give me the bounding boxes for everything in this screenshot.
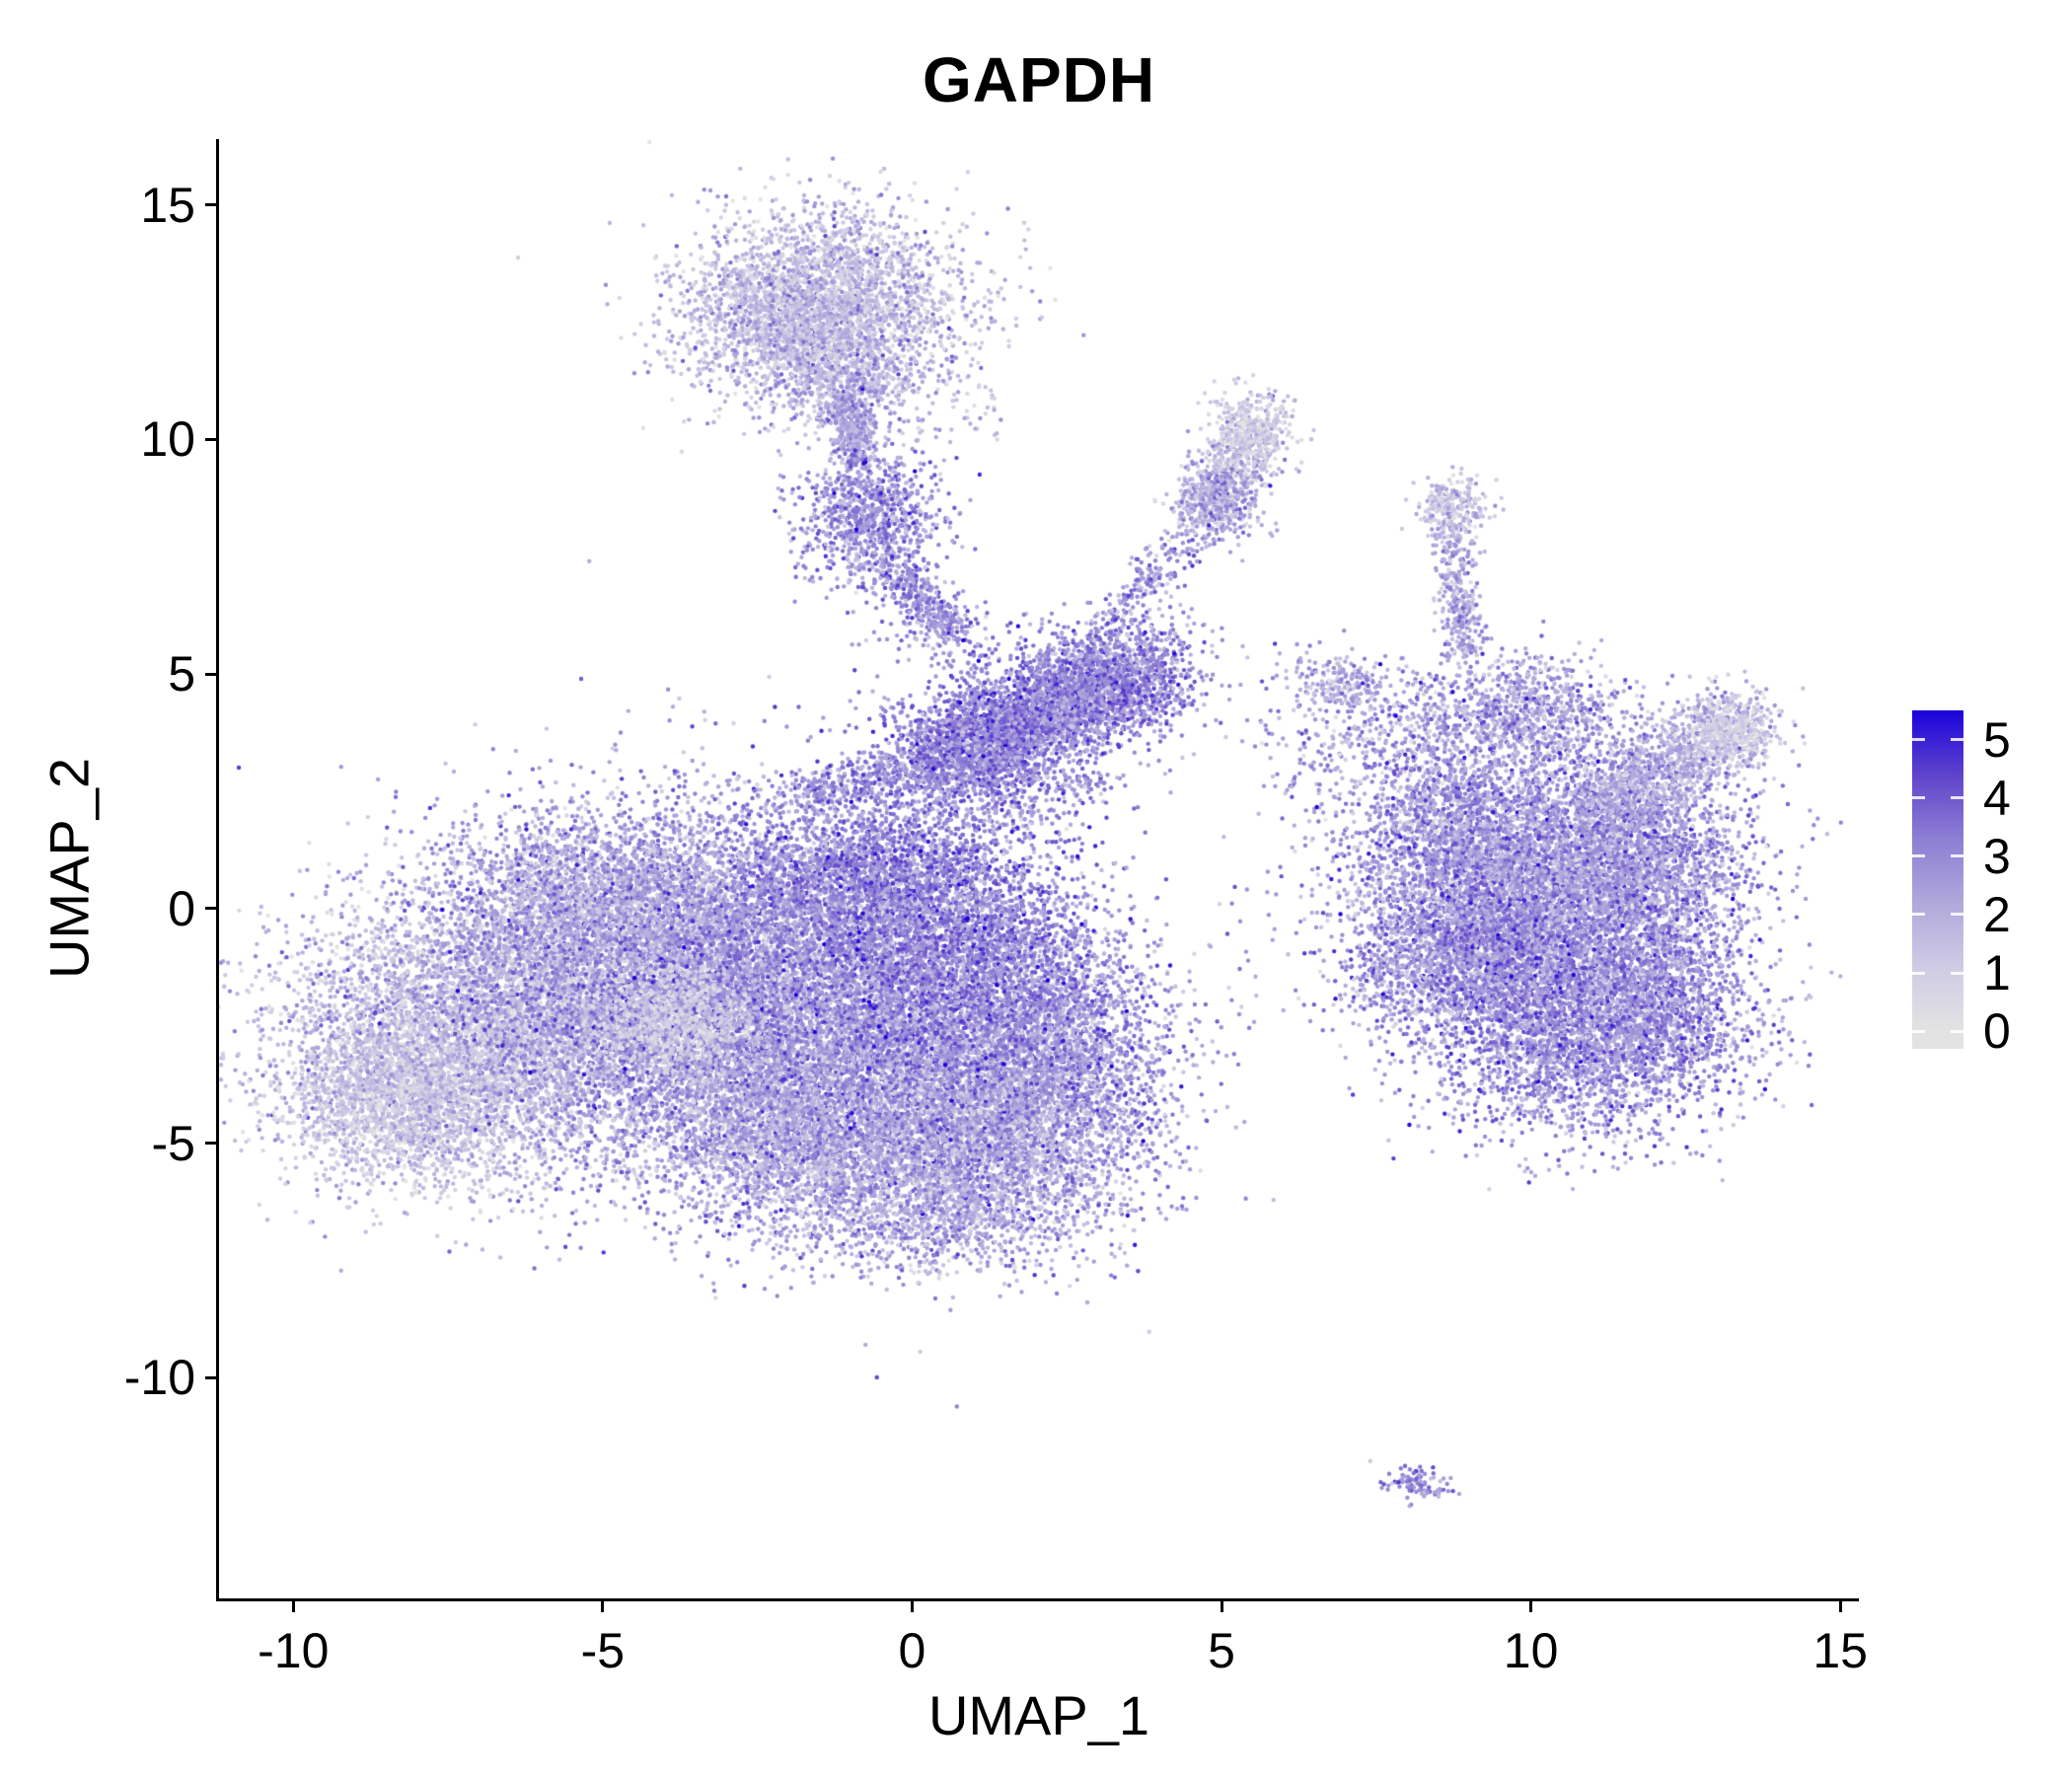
colorbar-tick-label: 5 [1983, 711, 2011, 768]
x-tick-mark [910, 1598, 914, 1612]
x-tick-label: -5 [580, 1623, 626, 1678]
x-tick-mark [1529, 1598, 1533, 1612]
colorbar-tick-mark [1912, 971, 1925, 975]
colorbar-tick-label: 2 [1983, 886, 2011, 942]
y-tick-mark [205, 437, 219, 441]
x-axis-title: UMAP_1 [927, 1684, 1150, 1746]
colorbar-tick-mark [1912, 1029, 1925, 1033]
y-axis-line [216, 139, 219, 1601]
scatter-points-canvas [219, 139, 1859, 1598]
x-tick-label: 10 [1503, 1623, 1559, 1678]
colorbar-tick-label: 0 [1983, 1003, 2011, 1060]
colorbar-tick-mark [1912, 796, 1925, 800]
x-tick-mark [1220, 1598, 1223, 1612]
plot-title: GAPDH [922, 44, 1156, 115]
x-tick-mark [1838, 1598, 1842, 1612]
y-tick-label: 5 [168, 646, 195, 703]
y-tick-label: 10 [140, 411, 195, 468]
y-tick-mark [205, 203, 219, 207]
x-axis-line [216, 1598, 1859, 1601]
x-tick-mark [291, 1598, 295, 1612]
y-tick-label: -10 [123, 1350, 195, 1406]
colorbar-tick-mark [1951, 738, 1963, 742]
y-tick-label: 0 [168, 880, 195, 936]
colorbar-tick-mark [1951, 913, 1963, 917]
plot-panel [219, 139, 1859, 1598]
x-tick-label: 0 [898, 1623, 926, 1678]
y-tick-mark [205, 907, 219, 911]
colorbar-gradient [1912, 710, 1963, 1049]
y-axis-title: UMAP_2 [37, 757, 101, 980]
colorbar-tick-mark [1951, 796, 1963, 800]
colorbar-tick-label: 4 [1983, 770, 2011, 826]
x-tick-mark [601, 1598, 605, 1612]
colorbar-tick-mark [1912, 738, 1925, 742]
colorbar-tick-mark [1951, 1029, 1963, 1033]
y-tick-mark [205, 1375, 219, 1379]
colorbar-tick-mark [1951, 854, 1963, 858]
x-tick-label: 5 [1208, 1623, 1235, 1678]
colorbar-tick-label: 1 [1983, 945, 2011, 1001]
colorbar-tick-label: 3 [1983, 828, 2011, 884]
y-tick-mark [205, 672, 219, 676]
x-tick-label: 15 [1813, 1623, 1868, 1678]
y-tick-label: -5 [151, 1115, 195, 1171]
y-tick-mark [205, 1142, 219, 1146]
colorbar-tick-mark [1951, 971, 1963, 975]
x-tick-label: -10 [258, 1623, 330, 1678]
colorbar-tick-mark [1912, 913, 1925, 917]
y-tick-label: 15 [140, 177, 195, 233]
colorbar-tick-mark [1912, 854, 1925, 858]
